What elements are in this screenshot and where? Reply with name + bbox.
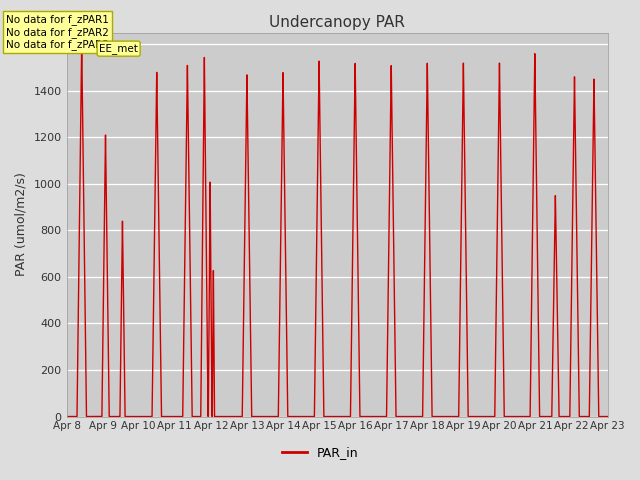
Text: No data for f_zPAR1
No data for f_zPAR2
No data for f_zPAR3: No data for f_zPAR1 No data for f_zPAR2 …: [6, 14, 109, 50]
Legend: PAR_in: PAR_in: [276, 441, 364, 464]
Text: EE_met: EE_met: [99, 43, 138, 54]
Title: Undercanopy PAR: Undercanopy PAR: [269, 15, 405, 30]
Y-axis label: PAR (umol/m2/s): PAR (umol/m2/s): [15, 173, 28, 276]
